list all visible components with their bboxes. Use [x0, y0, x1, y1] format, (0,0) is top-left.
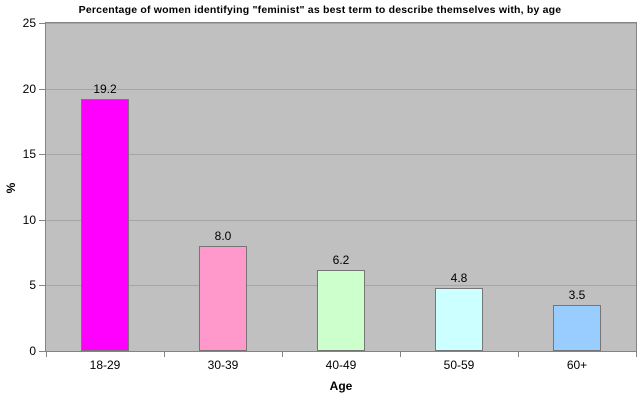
y-tick-label: 15	[22, 147, 36, 162]
x-axis-tick	[282, 352, 283, 357]
category-label: 30-39	[207, 358, 239, 372]
value-label: 4.8	[450, 271, 468, 286]
y-axis-tick	[39, 88, 45, 90]
category-label: 60+	[566, 358, 588, 372]
bar-60+	[553, 305, 601, 351]
gridline	[46, 23, 636, 24]
y-axis-tick	[39, 23, 45, 24]
value-label: 19.2	[93, 82, 117, 97]
x-axis-title: Age	[329, 379, 353, 393]
y-axis-tick	[39, 351, 45, 352]
category-label: 18-29	[89, 358, 121, 372]
plot-area: 19.2 8.0 6.2 4.8 3.5	[45, 22, 637, 352]
gridline	[46, 219, 636, 221]
gridline	[46, 88, 636, 90]
bar-40-49	[317, 269, 365, 351]
x-axis-tick	[46, 352, 47, 357]
bar-50-59	[435, 288, 483, 351]
x-axis-tick	[400, 352, 401, 357]
y-axis-tick	[39, 219, 45, 221]
x-axis-tick	[164, 352, 165, 357]
y-tick-label: 10	[22, 212, 36, 227]
chart-title: Percentage of women identifying "feminis…	[78, 4, 562, 16]
bar-18-29	[81, 99, 129, 351]
x-axis-tick	[636, 352, 637, 357]
y-axis-tick	[39, 285, 45, 287]
y-tick-label: 5	[29, 278, 36, 293]
value-label: 6.2	[332, 252, 350, 267]
y-tick-label: 25	[22, 16, 36, 30]
category-label: 50-59	[443, 358, 475, 372]
gridline	[46, 154, 636, 156]
y-axis-tick	[39, 154, 45, 156]
bar-30-39	[199, 246, 247, 351]
value-label: 8.0	[214, 229, 232, 244]
y-tick-label: 20	[22, 81, 36, 96]
x-axis-tick	[518, 352, 519, 357]
category-label: 40-49	[325, 358, 357, 372]
y-tick-label: 0	[29, 344, 36, 358]
y-axis-title: %	[4, 182, 18, 194]
value-label: 3.5	[568, 288, 586, 303]
